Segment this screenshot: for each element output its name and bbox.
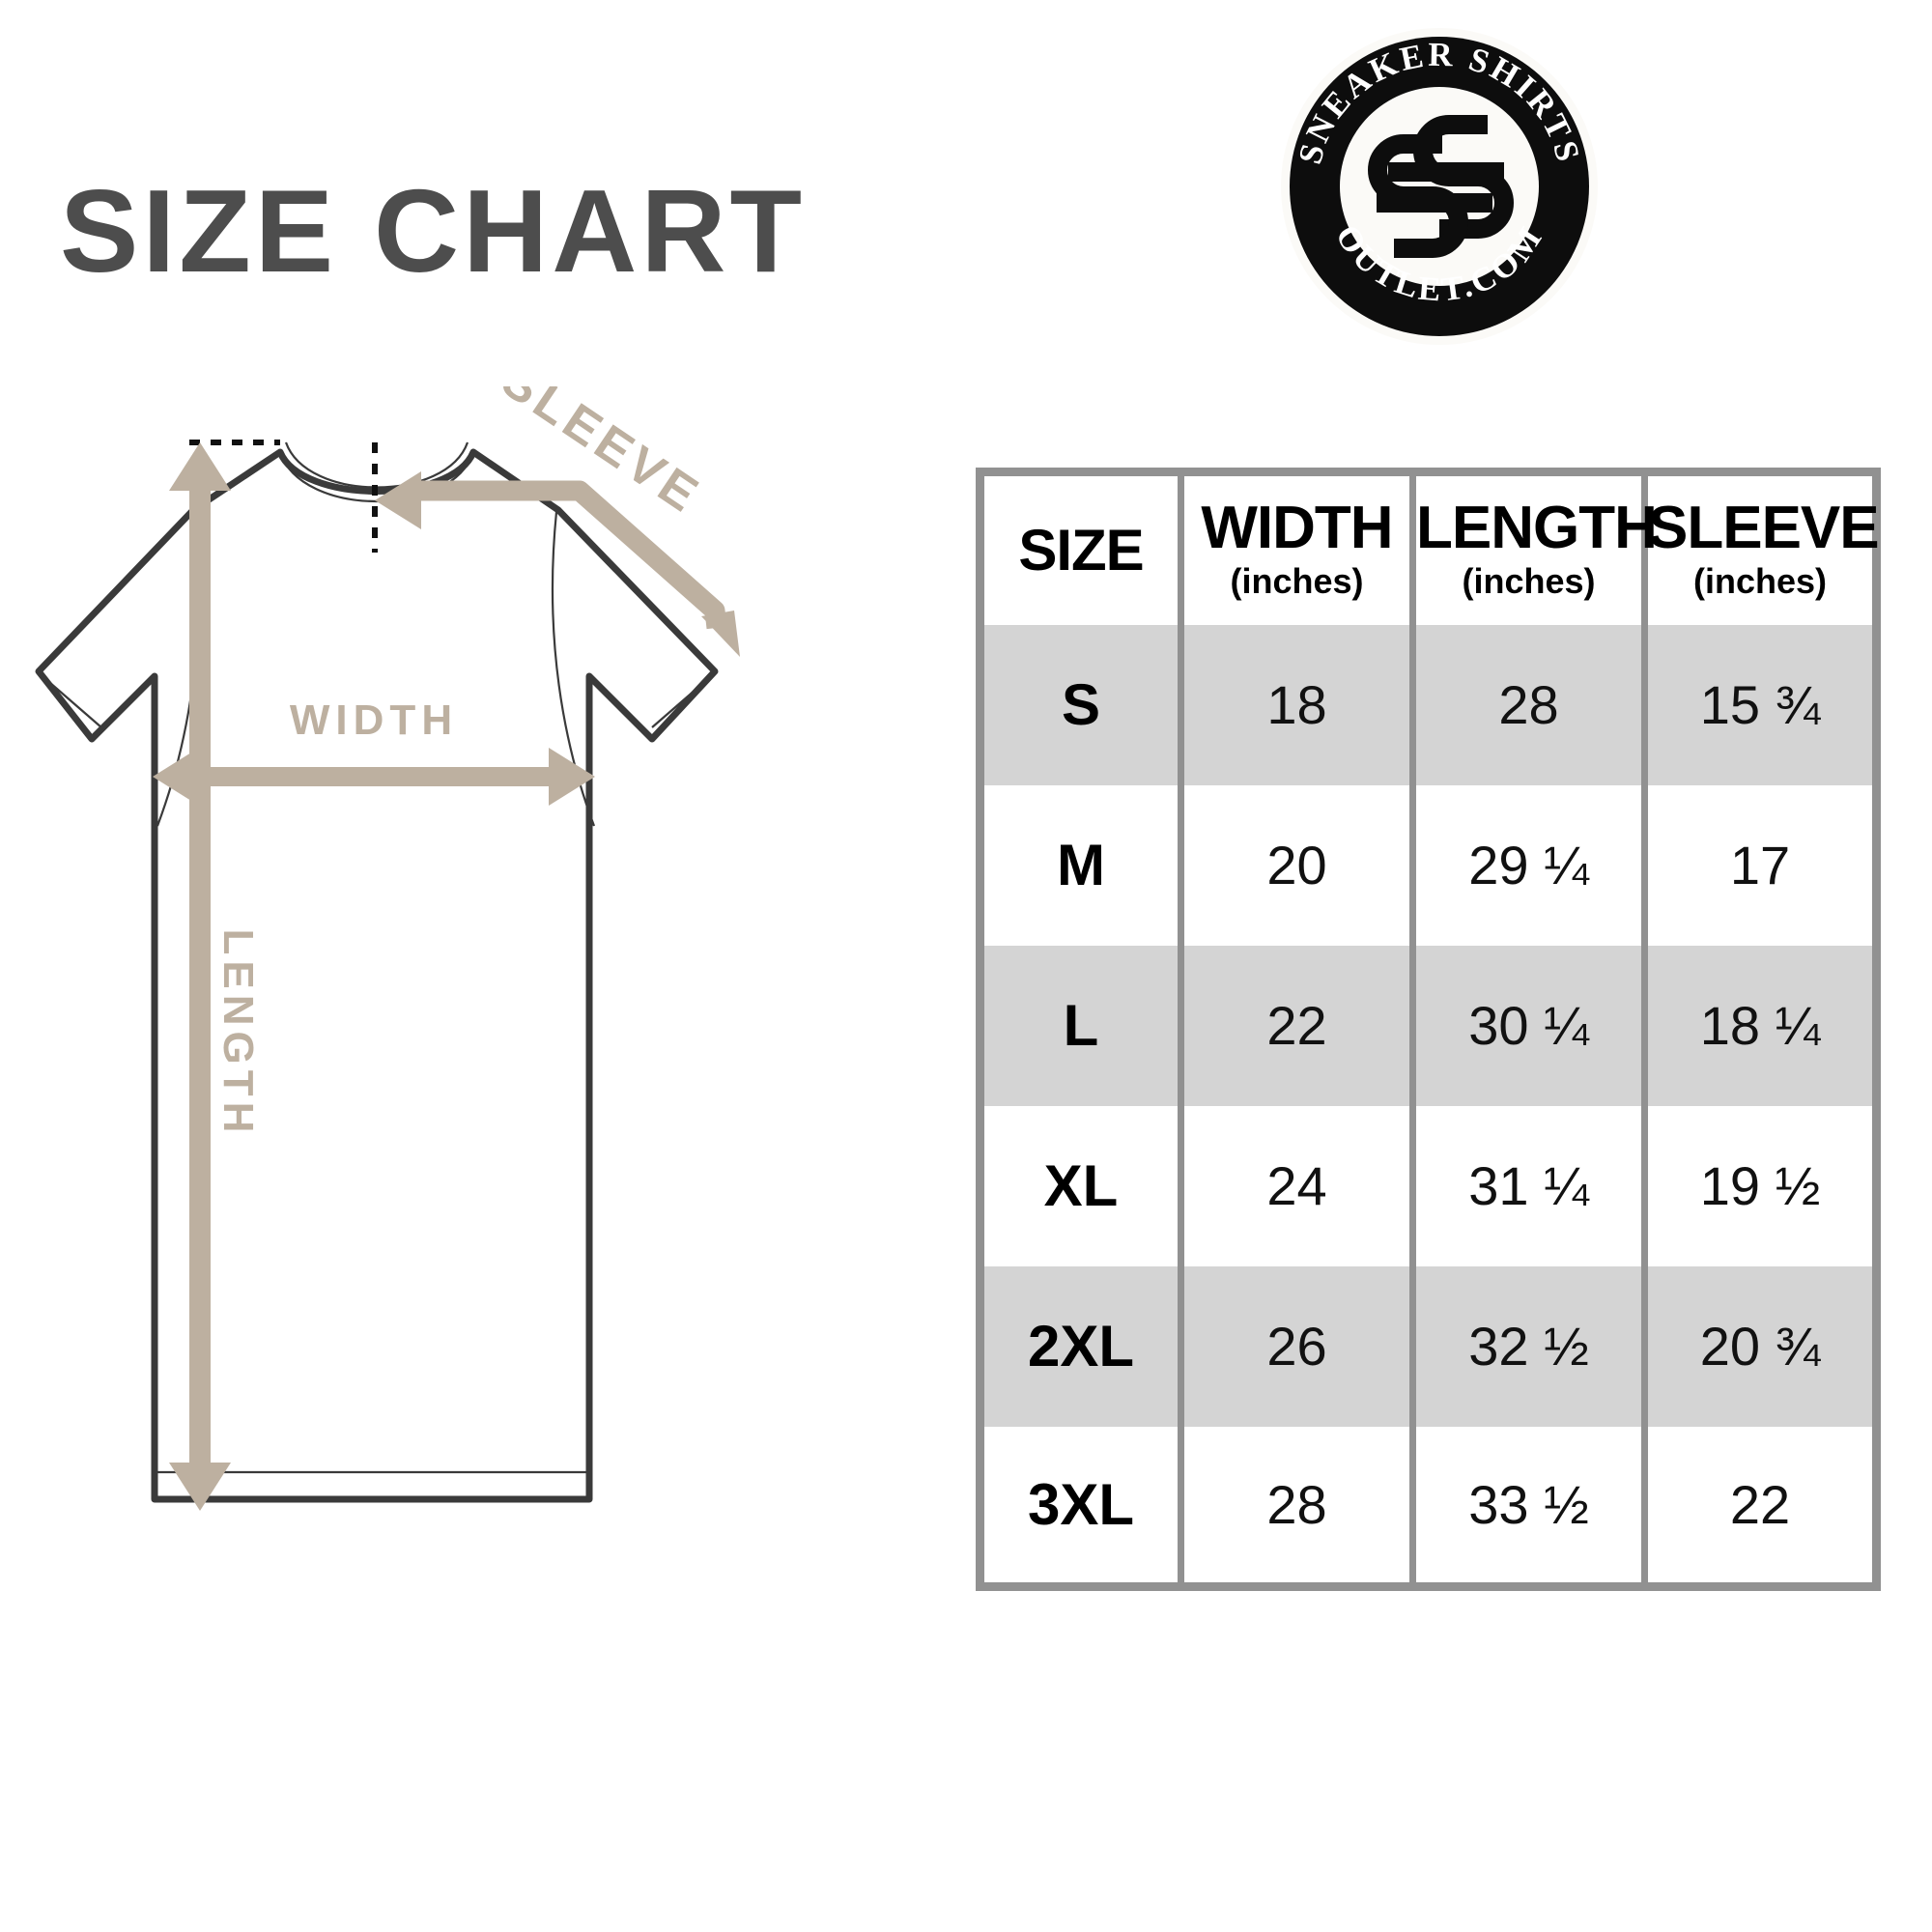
column-header-length: LENGTH (inches)	[1409, 471, 1658, 625]
table-row: S 18 28 15 ¾	[980, 624, 1877, 785]
length-arrow	[169, 442, 231, 1511]
table-row: M 20 29 ¼ 17	[980, 784, 1877, 946]
table-row: L 22 30 ¼ 18 ¼	[980, 945, 1877, 1106]
row-sleeve-value: 17	[1641, 784, 1877, 946]
column-header-width-unit: (inches)	[1230, 561, 1364, 602]
column-header-width: WIDTH (inches)	[1178, 471, 1413, 625]
row-sleeve-value: 15 ¾	[1641, 624, 1877, 785]
column-header-size: SIZE	[980, 471, 1181, 625]
row-length-value: 30 ¼	[1409, 945, 1645, 1106]
row-size-label: S	[980, 624, 1181, 785]
row-sleeve-value: 20 ¾	[1641, 1265, 1877, 1427]
row-width-value: 28	[1178, 1426, 1413, 1587]
shirt-outline	[35, 448, 719, 1503]
row-sleeve-value: 18 ¼	[1641, 945, 1877, 1106]
column-header-sleeve: SLEEVE (inches)	[1641, 471, 1880, 625]
width-arrow	[153, 748, 595, 806]
table-header-row: SIZE WIDTH (inches) LENGTH (inches) SLEE…	[980, 471, 1880, 625]
table-row: XL 24 31 ¼ 19 ½	[980, 1105, 1877, 1266]
column-header-size-label: SIZE	[1018, 517, 1144, 582]
sleeve-arrow	[375, 471, 740, 657]
row-size-label: XL	[980, 1105, 1181, 1266]
page-title: SIZE CHART	[60, 165, 806, 297]
row-size-label: M	[980, 784, 1181, 946]
row-width-value: 22	[1178, 945, 1413, 1106]
table-row: 3XL 28 33 ½ 22	[980, 1426, 1877, 1587]
row-sleeve-value: 19 ½	[1641, 1105, 1877, 1266]
row-length-value: 32 ½	[1409, 1265, 1645, 1427]
length-label: LENGTH	[214, 929, 262, 1139]
logo-monogram-icon	[1368, 115, 1514, 258]
row-length-value: 33 ½	[1409, 1426, 1645, 1587]
row-sleeve-value: 22	[1641, 1426, 1877, 1587]
column-header-length-label: LENGTH	[1416, 494, 1658, 561]
table-row: 2XL 26 32 ½ 20 ¾	[980, 1265, 1877, 1427]
size-chart-table: SIZE WIDTH (inches) LENGTH (inches) SLEE…	[976, 468, 1881, 1591]
row-size-label: L	[980, 945, 1181, 1106]
row-width-value: 24	[1178, 1105, 1413, 1266]
column-header-sleeve-unit: (inches)	[1692, 561, 1828, 602]
row-width-value: 18	[1178, 624, 1413, 785]
column-header-length-unit: (inches)	[1462, 561, 1596, 602]
brand-logo: SNEAKER SHIRTS OUTLET.COM	[1280, 27, 1599, 346]
row-size-label: 3XL	[980, 1426, 1181, 1587]
row-size-label: 2XL	[980, 1265, 1181, 1427]
row-length-value: 31 ¼	[1409, 1105, 1645, 1266]
column-header-sleeve-label: SLEEVE	[1648, 494, 1880, 561]
row-width-value: 26	[1178, 1265, 1413, 1427]
row-width-value: 20	[1178, 784, 1413, 946]
row-length-value: 29 ¼	[1409, 784, 1645, 946]
row-length-value: 28	[1409, 624, 1645, 785]
tshirt-diagram: LENGTH WIDTH SLEEVE	[0, 386, 966, 1594]
width-label: WIDTH	[290, 696, 458, 744]
column-header-width-label: WIDTH	[1201, 494, 1393, 561]
